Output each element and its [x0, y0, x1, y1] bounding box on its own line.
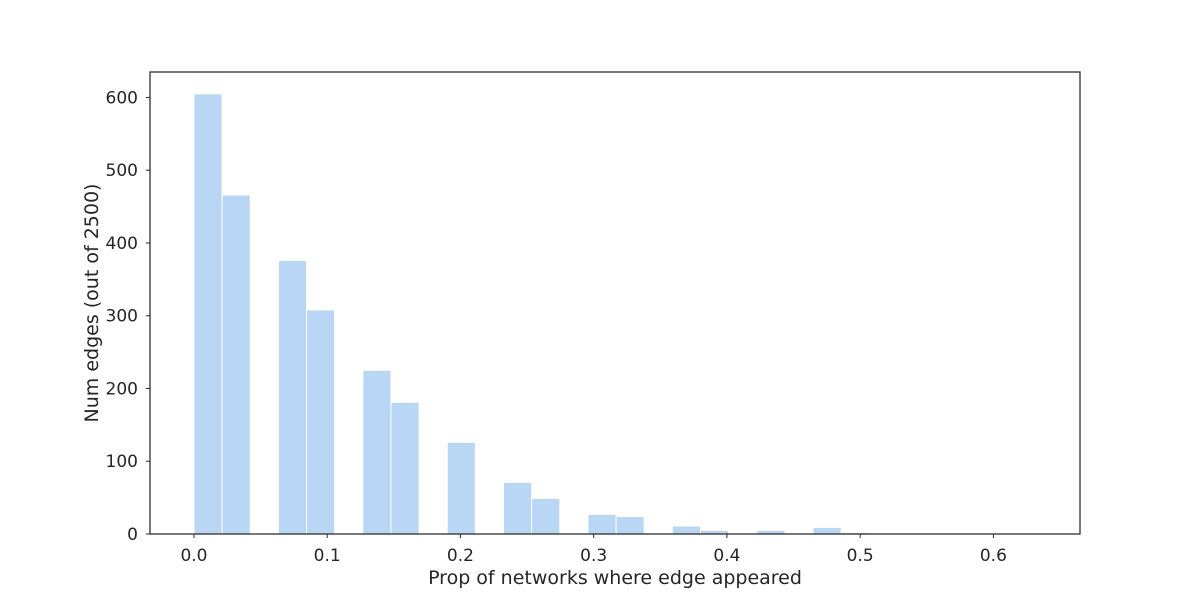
y-tick-label: 600 [106, 88, 138, 108]
plot-frame [149, 71, 1081, 535]
x-tick-label: 0.3 [580, 546, 607, 566]
x-tick-label: 0.5 [847, 546, 874, 566]
y-tick-label: 500 [106, 161, 138, 181]
histogram-bar [503, 481, 533, 535]
histogram-bar [812, 526, 842, 535]
histogram-bar [221, 194, 251, 535]
histogram-bar [193, 93, 223, 535]
histogram-bar [587, 513, 617, 535]
x-axis-label: Prop of networks where edge appeared [428, 567, 802, 589]
histogram-bar [671, 525, 701, 535]
y-tick-label: 300 [106, 307, 138, 327]
x-tick-label: 0.0 [180, 546, 207, 566]
y-axis-label: Num edges (out of 2500) [81, 184, 103, 423]
y-tick-label: 200 [106, 379, 138, 399]
x-tick-label: 0.1 [314, 546, 341, 566]
y-tick-label: 400 [106, 234, 138, 254]
y-axis-ticks: 0 100 200 300 400 500 600 [106, 88, 150, 545]
x-tick-label: 0.6 [980, 546, 1007, 566]
histogram-bar [531, 497, 561, 535]
x-tick-label: 0.4 [713, 546, 740, 566]
x-tick-label: 0.2 [447, 546, 474, 566]
histogram-bar [306, 309, 336, 535]
y-tick-label: 0 [127, 525, 138, 545]
x-axis-ticks: 0.0 0.1 0.2 0.3 0.4 0.5 0.6 [180, 534, 1007, 566]
y-tick-label: 100 [106, 452, 138, 472]
histogram-bar [277, 259, 308, 535]
histogram-bar [390, 401, 420, 535]
histogram-bar [362, 369, 392, 535]
histogram-bar [615, 516, 645, 535]
histogram-bar [446, 441, 476, 535]
bars-group [193, 93, 1039, 535]
